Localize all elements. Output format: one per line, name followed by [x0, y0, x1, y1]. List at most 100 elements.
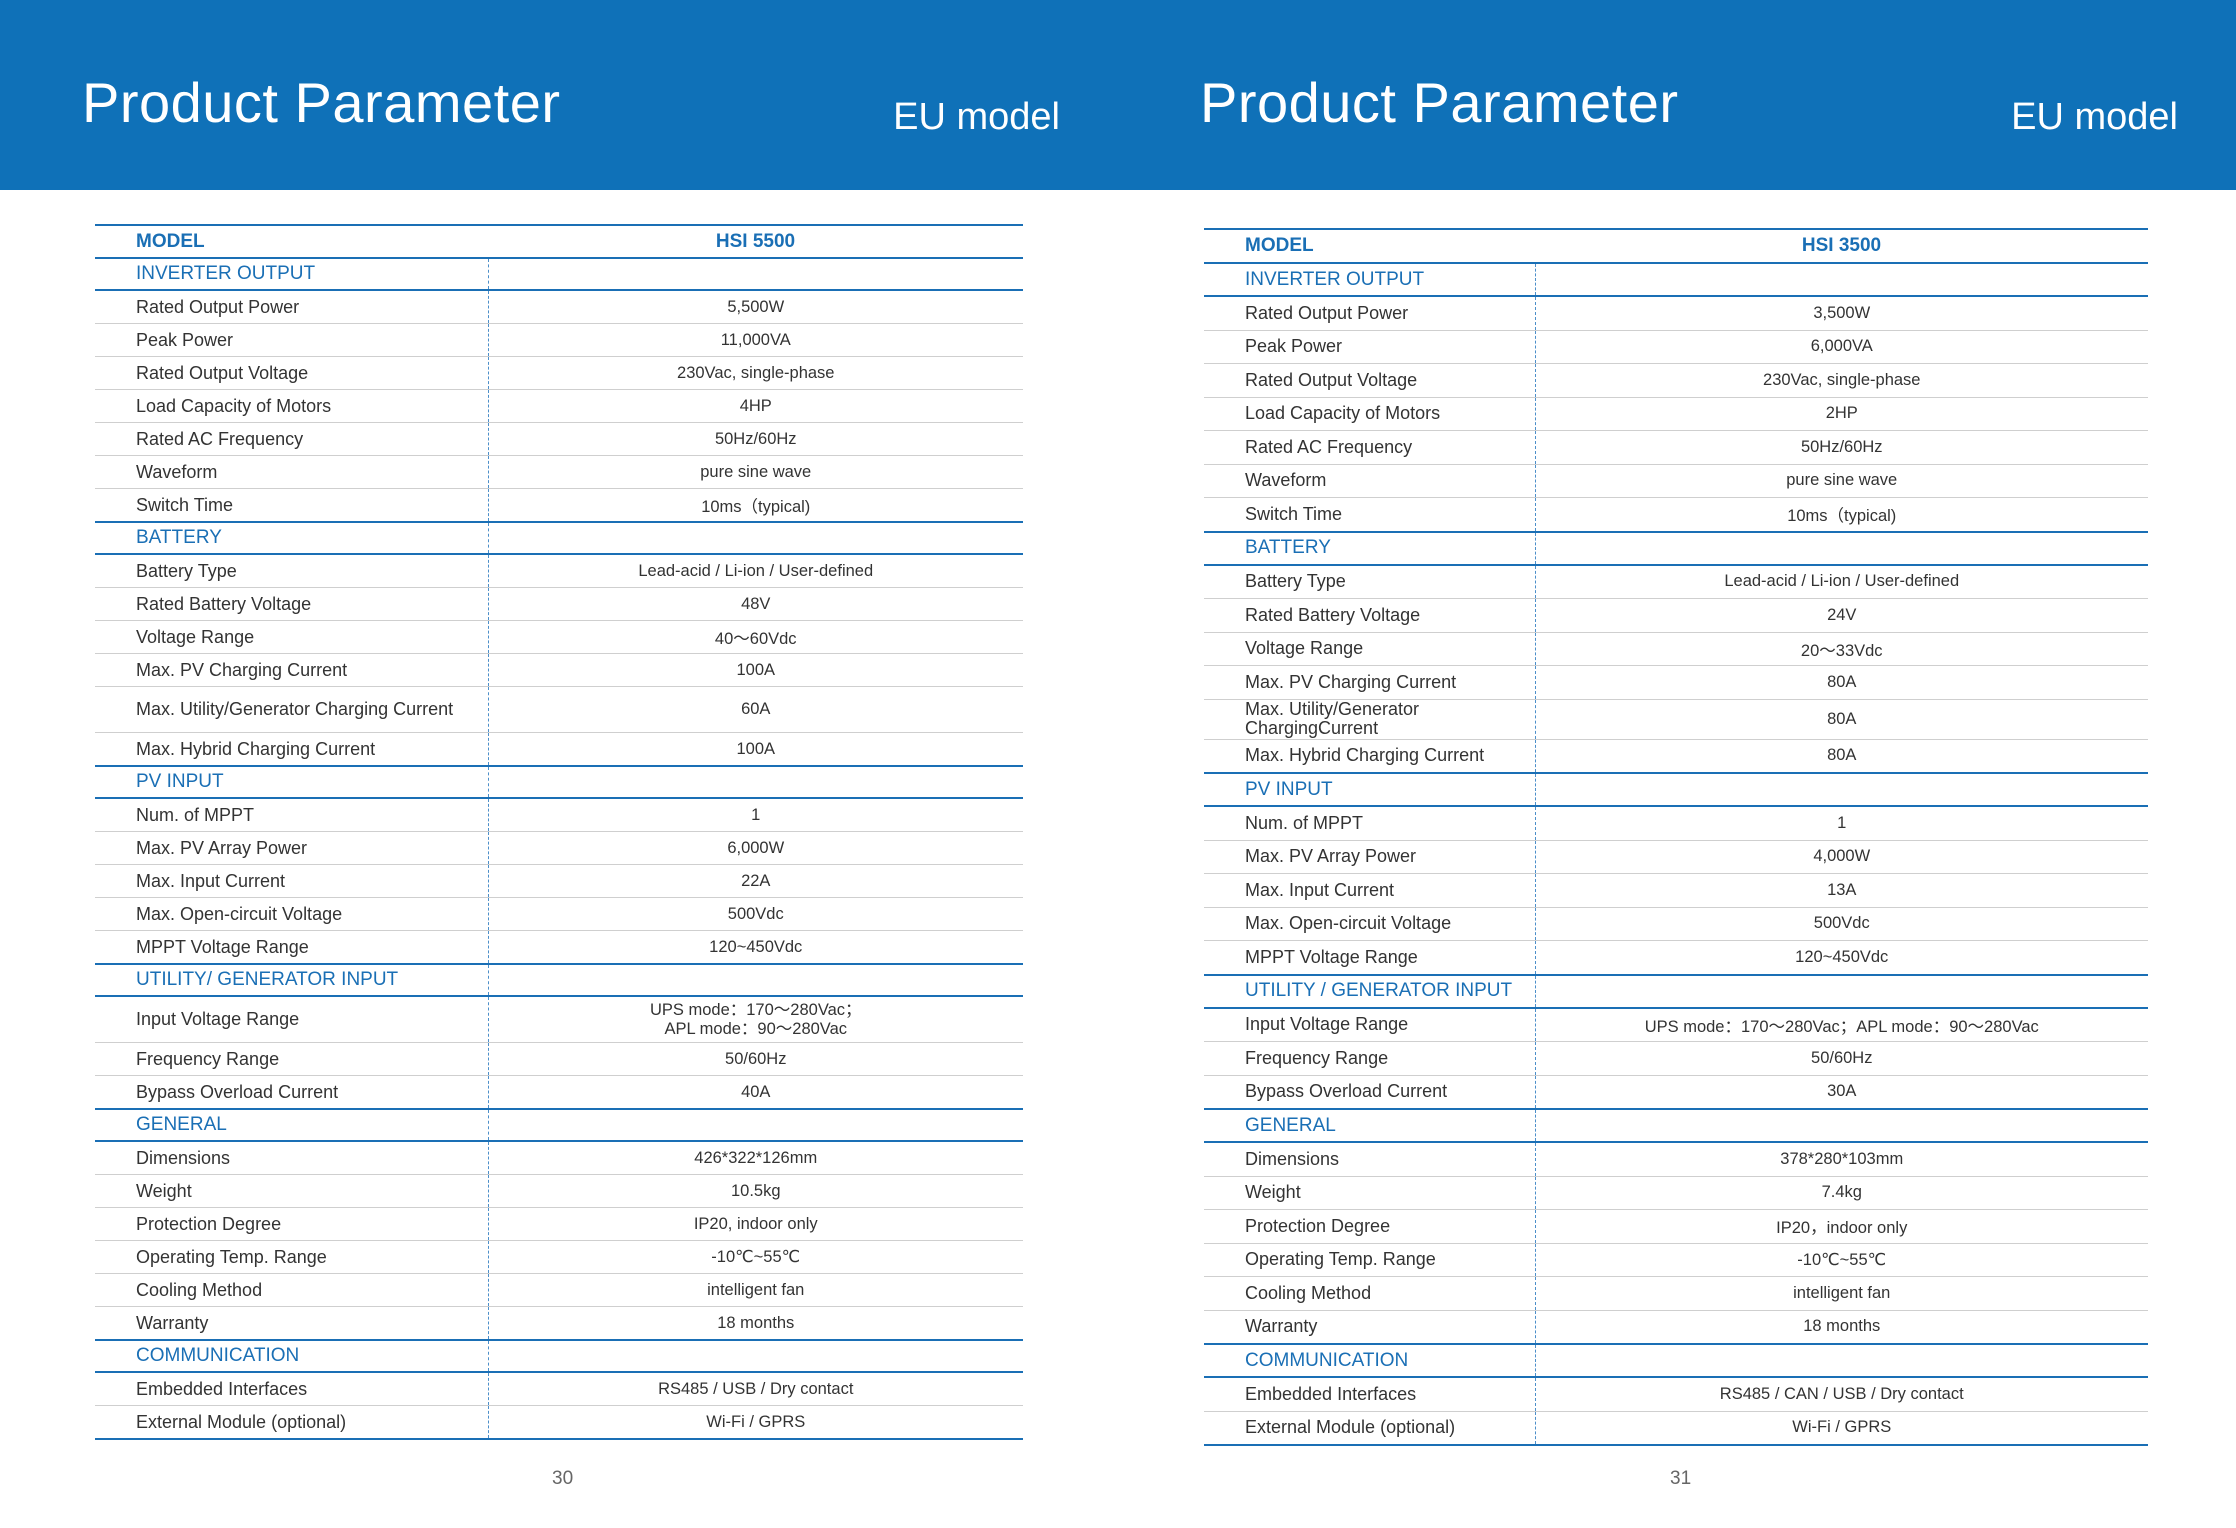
param-value: 22A — [487, 864, 1023, 898]
param-value: 500Vdc — [487, 897, 1023, 931]
model-label: MODEL — [95, 225, 488, 259]
param-label-text: Waveform — [136, 461, 218, 482]
param-label-text: Peak Power — [1245, 336, 1343, 357]
page-left: Product Parameter EU model MODEL HSI 5500… — [0, 0, 1118, 1489]
param-value: Lead-acid / Li-ion / User-defined — [487, 554, 1023, 588]
param-value: 60A — [487, 686, 1023, 733]
param-label-text: External Module (optional) — [1245, 1417, 1456, 1438]
table-row: Frequency Range 50/60Hz — [95, 1042, 1023, 1076]
param-value-line: UPS mode：170～280Vac； — [649, 1000, 862, 1019]
section-title: INVERTER OUTPUT — [1204, 262, 1535, 297]
param-value-text: 10.5kg — [730, 1181, 781, 1200]
param-label: Weight — [1204, 1176, 1535, 1210]
param-label: Battery Type — [95, 554, 488, 588]
param-value-text: intelligent fan — [707, 1280, 805, 1299]
param-value: 100A — [487, 653, 1023, 687]
param-label-text: Operating Temp. Range — [136, 1246, 327, 1267]
param-value: 500Vdc — [1534, 907, 2148, 941]
section-title: GENERAL — [1204, 1108, 1535, 1143]
param-label: Voltage Range — [95, 620, 488, 654]
section-title: BATTERY — [95, 521, 488, 555]
model-value: HSI 3500 — [1535, 229, 2148, 264]
param-label-text: Waveform — [1245, 470, 1327, 491]
param-value: 6,000VA — [1534, 330, 2148, 364]
param-value-text: 2HP — [1825, 404, 1858, 423]
table-row: Weight 10.5kg — [95, 1174, 1023, 1208]
param-label-text: Dimensions — [1245, 1148, 1340, 1169]
param-label-text: Max. PV Array Power — [1245, 846, 1417, 867]
param-label-text: Warranty — [1245, 1316, 1318, 1337]
section-title: COMMUNICATION — [1204, 1343, 1535, 1378]
param-label-text: Frequency Range — [136, 1048, 280, 1069]
param-value: 378*280*103mm — [1534, 1142, 2148, 1177]
param-value-text: Wi-Fi / GPRS — [706, 1412, 806, 1431]
param-label: Max. PV Array Power — [95, 831, 488, 865]
param-value: Wi-Fi / GPRS — [1534, 1411, 2148, 1446]
table-row: Max. Input Current 13A — [1204, 873, 2148, 908]
param-label-text: Rated Output Power — [1245, 302, 1409, 323]
param-value: 50Hz/60Hz — [487, 422, 1023, 456]
param-label: Max. Open-circuit Voltage — [1204, 907, 1535, 941]
table-row: Battery Type Lead-acid / Li-ion / User-de… — [95, 554, 1023, 588]
table-row: Rated Output Voltage 230Vac, single-phase — [1204, 363, 2148, 398]
param-value-text: 4HP — [739, 396, 772, 415]
param-label-text: Voltage Range — [136, 626, 255, 647]
param-value-text: 24V — [1827, 605, 1857, 624]
param-label-text: Num. of MPPT — [1245, 812, 1364, 833]
param-label: Rated Output Voltage — [1204, 363, 1535, 398]
model-label: MODEL — [1204, 229, 1535, 264]
param-value: 120~450Vdc — [487, 930, 1023, 965]
param-value: 80A — [1534, 699, 2148, 740]
table-row: Max. Input Current 22A — [95, 864, 1023, 898]
param-value-text: 120~450Vdc — [1795, 947, 1889, 966]
param-label-text: Cooling Method — [136, 1279, 263, 1300]
param-label: Frequency Range — [95, 1042, 488, 1076]
param-label-text: Max. Input Current — [1245, 879, 1395, 900]
param-label: Input Voltage Range — [1204, 1007, 1535, 1042]
param-value: 2HP — [1534, 397, 2148, 431]
param-label: MPPT Voltage Range — [95, 930, 488, 965]
param-label: Dimensions — [1204, 1142, 1535, 1177]
param-value: pure sine wave — [487, 455, 1023, 489]
section-value-cell — [1534, 973, 2148, 1009]
param-value-text: 1 — [751, 805, 761, 824]
section-title: GENERAL — [95, 1108, 488, 1142]
param-value: 10ms（typical) — [487, 488, 1023, 523]
param-value: 24V — [1534, 598, 2148, 633]
param-value-text: 50Hz/60Hz — [714, 429, 797, 448]
table-row: Cooling Method intelligent fan — [95, 1273, 1023, 1307]
param-value-text: RS485 / CAN / USB / Dry contact — [1719, 1384, 1964, 1403]
section-value-cell — [487, 765, 1023, 799]
param-value-text: 18 months — [1803, 1317, 1881, 1336]
param-value: 40A — [487, 1075, 1023, 1110]
section-value-cell — [1534, 262, 2148, 297]
param-value: 3,500W — [1534, 296, 2148, 331]
param-value: -10℃~55℃ — [1534, 1243, 2148, 1277]
param-value-text: -10℃~55℃ — [1797, 1250, 1887, 1269]
param-value-text: 50/60Hz — [1811, 1048, 1873, 1067]
param-value-text: 100A — [736, 739, 776, 758]
param-label: Rated Output Voltage — [95, 356, 488, 390]
table-row: Warranty 18 months — [95, 1306, 1023, 1341]
section-value-cell — [1534, 772, 2148, 807]
param-value: 50/60Hz — [487, 1042, 1023, 1076]
param-label-text: Protection Degree — [1245, 1215, 1391, 1236]
param-label: Bypass Overload Current — [95, 1075, 488, 1110]
param-value: 10ms（typical) — [1534, 497, 2148, 532]
param-label: Load Capacity of Motors — [1204, 397, 1535, 431]
param-value: 80A — [1534, 665, 2148, 700]
param-value: Lead-acid / Li-ion / User-defined — [1534, 564, 2148, 599]
param-value-line: APL mode：90～280Vac — [664, 1019, 848, 1038]
param-value-text: 100A — [736, 660, 776, 679]
param-label: Cooling Method — [1204, 1276, 1535, 1311]
table-row: Load Capacity of Motors 4HP — [95, 389, 1023, 423]
param-label-text: Protection Degree — [136, 1213, 282, 1234]
section-header: BATTERY — [95, 521, 1023, 555]
param-label: Max. PV Array Power — [1204, 840, 1535, 874]
page-title: Product Parameter — [82, 71, 561, 134]
header-banner: Product Parameter EU model — [1118, 0, 2236, 190]
param-label-text: Rated Output Voltage — [136, 362, 309, 383]
table-row: Rated Battery Voltage 48V — [95, 587, 1023, 621]
param-label: Cooling Method — [95, 1273, 488, 1307]
table-row: Protection Degree IP20, indoor only — [95, 1207, 1023, 1241]
